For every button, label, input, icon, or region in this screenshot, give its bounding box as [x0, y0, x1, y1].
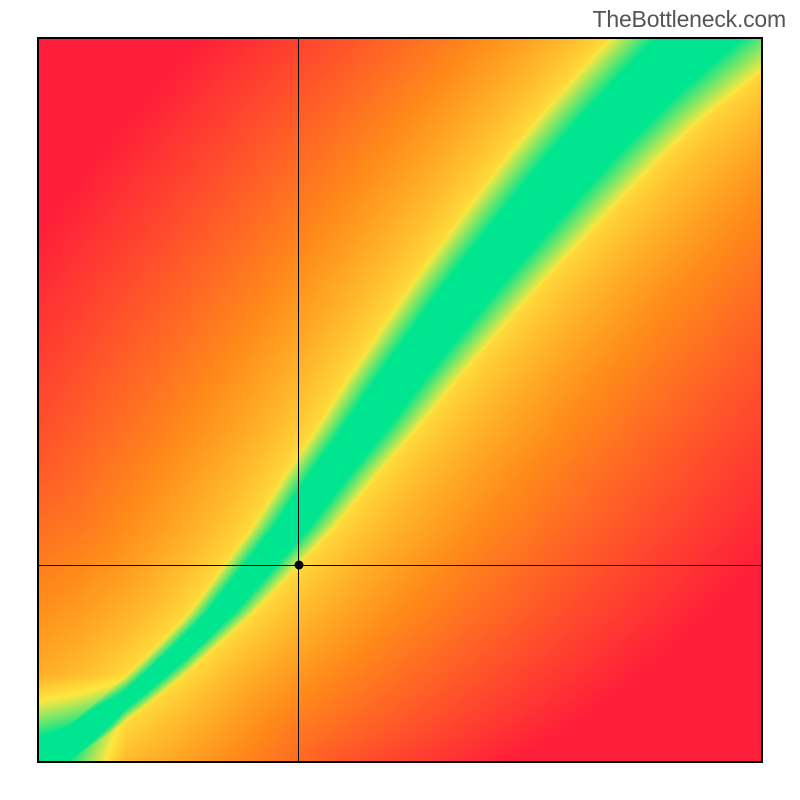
chart-container: TheBottleneck.com	[0, 0, 800, 800]
watermark-text: TheBottleneck.com	[593, 6, 786, 33]
selection-marker	[294, 561, 303, 570]
heatmap-canvas	[39, 39, 761, 761]
crosshair-vertical	[298, 39, 299, 761]
crosshair-horizontal	[39, 565, 761, 566]
bottleneck-heatmap-plot	[37, 37, 763, 763]
